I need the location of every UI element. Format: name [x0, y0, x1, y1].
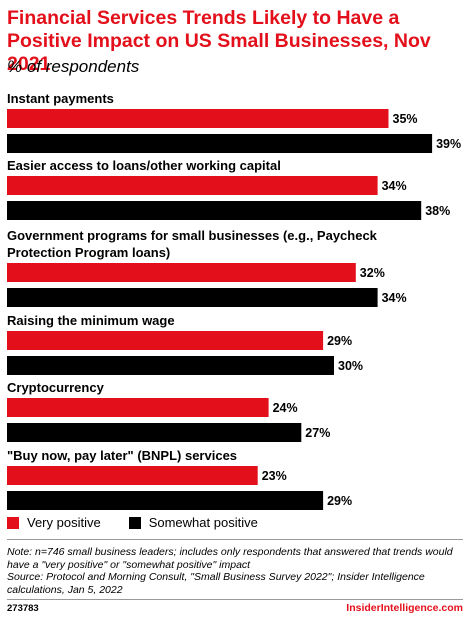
legend-label-very-positive: Very positive: [27, 515, 101, 530]
source-text: Source: Protocol and Morning Consult, "S…: [7, 571, 425, 596]
category-label-1: Instant payments: [7, 91, 114, 106]
legend-item-very-positive: Very positive: [7, 515, 101, 530]
footnotes: Note: n=746 small business leaders; incl…: [7, 546, 465, 596]
divider-top: [7, 539, 463, 540]
divider-bottom: [7, 599, 463, 600]
value-label-very-positive-6: 23%: [262, 469, 287, 483]
value-label-somewhat-positive-5: 27%: [305, 426, 330, 440]
bar-chart: Instant payments 35% 39% Easier access to l…: [7, 91, 461, 510]
bar-very-positive-3: [7, 263, 356, 282]
bar-somewhat-positive-4: [7, 356, 334, 375]
category-label-3: Government programs for small businesses…: [7, 228, 378, 260]
value-label-somewhat-positive-4: 30%: [338, 359, 363, 373]
value-label-very-positive-2: 34%: [382, 179, 407, 193]
bar-very-positive-2: [7, 176, 378, 195]
chart-title: Financial Services Trends Likely to Have…: [7, 7, 431, 75]
brand-logo-text: InsiderIntelligence.com: [346, 602, 463, 614]
category-label-5: Cryptocurrency: [7, 380, 105, 395]
value-label-somewhat-positive-3: 34%: [382, 291, 407, 305]
value-label-very-positive-1: 35%: [393, 112, 418, 126]
bar-somewhat-positive-1: [7, 134, 433, 153]
bar-somewhat-positive-2: [7, 201, 422, 220]
chart-id: 273783: [7, 603, 39, 614]
value-label-somewhat-positive-1: 39%: [436, 137, 461, 151]
bar-very-positive-6: [7, 466, 258, 485]
value-label-very-positive-4: 29%: [327, 334, 352, 348]
legend-swatch-very-positive: [7, 516, 19, 529]
bar-somewhat-positive-3: [7, 288, 378, 307]
category-label-2: Easier access to loans/other working cap…: [7, 158, 281, 173]
legend-label-somewhat-positive: Somewhat positive: [148, 515, 258, 530]
bar-very-positive-5: [7, 398, 269, 417]
bar-somewhat-positive-6: [7, 491, 324, 510]
bar-very-positive-1: [7, 109, 389, 128]
chart-subtitle: % of respondents: [7, 57, 140, 76]
legend: Very positive Somewhat positive: [7, 515, 286, 530]
category-label-4: Raising the minimum wage: [7, 313, 175, 328]
category-label-6: "Buy now, pay later" (BNPL) services: [7, 448, 237, 463]
value-label-somewhat-positive-6: 29%: [327, 494, 352, 508]
legend-swatch-somewhat-positive: [128, 516, 141, 529]
value-label-somewhat-positive-2: 38%: [425, 204, 450, 218]
note-text: Note: n=746 small business leaders; incl…: [7, 546, 453, 571]
value-label-very-positive-5: 24%: [273, 401, 298, 415]
legend-item-somewhat-positive: Somewhat positive: [128, 515, 258, 530]
bar-somewhat-positive-5: [7, 423, 302, 442]
bar-very-positive-4: [7, 331, 324, 350]
value-label-very-positive-3: 32%: [360, 266, 385, 280]
